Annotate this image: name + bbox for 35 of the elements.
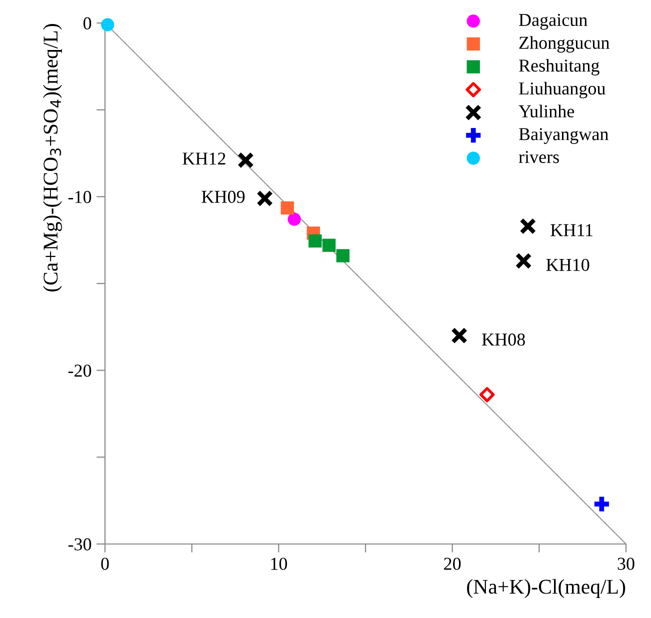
legend-label: rivers bbox=[518, 150, 559, 164]
point bbox=[336, 249, 350, 262]
legend-label: Yulinhe bbox=[518, 104, 574, 118]
x-tick-label: 0 bbox=[101, 558, 109, 570]
legend-label: Reshuitang bbox=[519, 59, 600, 76]
point bbox=[322, 238, 336, 252]
point bbox=[237, 152, 254, 168]
point bbox=[594, 496, 609, 512]
legend-label: Baiyangwan bbox=[519, 128, 608, 144]
x-tick-label: 30 bbox=[618, 558, 634, 570]
legend-label: Dagaicun bbox=[519, 14, 588, 30]
point bbox=[280, 201, 294, 215]
point bbox=[101, 18, 114, 32]
y-tick-label: -10 bbox=[68, 190, 92, 204]
point bbox=[450, 327, 468, 344]
annotation: KH12 bbox=[182, 152, 226, 165]
x-axis-title: (Na+K)-Cl(meq/L) bbox=[467, 579, 626, 598]
point bbox=[520, 218, 536, 234]
legend-label: Liuhuangou bbox=[519, 82, 606, 98]
point bbox=[256, 190, 274, 207]
annotation: KH08 bbox=[482, 333, 525, 346]
x-tick-label: 20 bbox=[444, 558, 461, 570]
point bbox=[515, 252, 532, 270]
point bbox=[479, 387, 495, 402]
point bbox=[288, 212, 301, 226]
legend-label: Zhonggucun bbox=[519, 36, 610, 53]
y-tick-label: 0 bbox=[83, 17, 92, 30]
y-axis-title: (Ca+Mg)-(HCO$_{3}$+SO$_{4}$)(meq/L) bbox=[43, 24, 62, 292]
point bbox=[308, 234, 322, 248]
x-tick-label: 10 bbox=[271, 558, 288, 570]
y-tick-label: -20 bbox=[68, 364, 92, 377]
y-tick-label: -30 bbox=[68, 538, 92, 550]
annotation: KH10 bbox=[546, 258, 590, 271]
annotation: KH11 bbox=[550, 224, 592, 236]
annotation: KH09 bbox=[202, 190, 245, 203]
